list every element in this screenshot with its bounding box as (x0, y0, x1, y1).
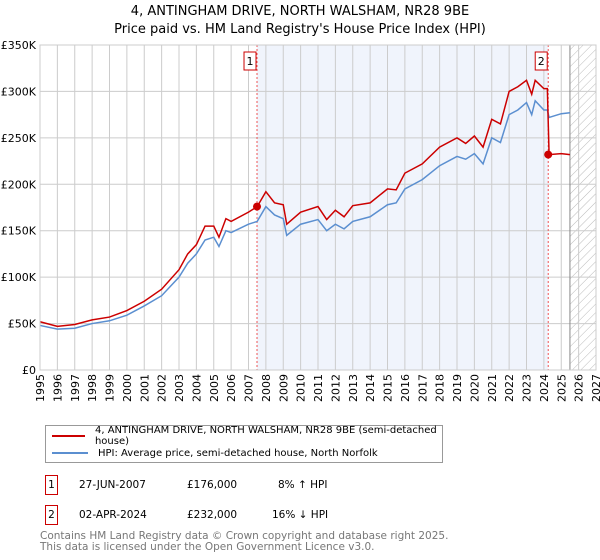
x-tick-label: 2024 (538, 374, 551, 402)
marker-badge: 1 (45, 475, 58, 495)
x-tick-label: 2015 (382, 374, 395, 402)
x-tick-label: 2001 (138, 374, 151, 402)
sale-point (253, 202, 262, 211)
x-tick-label: 2016 (399, 374, 412, 402)
legend-label: HPI: Average price, semi-detached house,… (98, 447, 378, 459)
x-tick-label: 2014 (364, 374, 377, 402)
red-line-icon (52, 435, 85, 437)
x-tick-label: 2009 (277, 374, 290, 402)
blue-line-icon (52, 452, 88, 454)
transaction-row: 2 02-APR-2024 £232,000 16% ↓ HPI (45, 505, 445, 525)
x-tick-label: 2005 (208, 374, 221, 402)
x-tick-label: 2006 (225, 374, 238, 402)
x-tick-label: 2011 (312, 374, 325, 402)
footer-line-2: This data is licensed under the Open Gov… (40, 541, 375, 553)
x-tick-label: 1997 (69, 374, 82, 402)
x-tick-label: 2017 (416, 374, 429, 402)
sale-period-shading (257, 45, 549, 370)
y-tick-label: £0 (22, 364, 36, 377)
hpi-change: 16% ↓ HPI (272, 509, 329, 521)
y-tick-label: £250K (1, 132, 37, 145)
x-tick-label: 1996 (51, 374, 64, 402)
x-tick-label: 2018 (434, 374, 447, 402)
x-tick-label: 1998 (86, 374, 99, 402)
x-tick-label: 2000 (121, 374, 134, 402)
price: £176,000 (187, 479, 238, 491)
footer: Contains HM Land Registry data © Crown c… (40, 531, 448, 553)
series-line-property (39, 78, 571, 328)
sale-label-box (243, 51, 257, 71)
y-tick-label: £50K (8, 318, 37, 331)
date: 27-JUN-2007 (79, 479, 146, 491)
x-tick-label: 2012 (329, 374, 342, 402)
y-tick-label: £350K (1, 39, 37, 52)
forecast-hatch (569, 45, 596, 370)
price-chart: 1995 1996 1997 1998 1999 2000 2001 2002 2003 2004… (1, 39, 600, 402)
x-tick-label: 2010 (295, 374, 308, 402)
legend-label: 4, ANTINGHAM DRIVE, NORTH WALSHAM, NR28 … (94, 425, 437, 447)
x-tick-label: 2022 (503, 374, 516, 402)
x-tick-label: 2020 (468, 374, 481, 402)
date: 02-APR-2024 (79, 509, 147, 521)
x-tick-label: 2026 (573, 374, 586, 402)
x-tick-label: 2007 (243, 374, 256, 402)
sale-label: 2 (538, 55, 545, 68)
y-tick-label: £150K (1, 225, 37, 238)
plot-border (39, 44, 597, 371)
x-tick-label: 2002 (156, 374, 169, 402)
y-tick-label: £100K (1, 271, 37, 284)
x-tick-label: 2019 (451, 374, 464, 402)
y-tick-label: £200K (1, 178, 37, 191)
legend: 4, ANTINGHAM DRIVE, NORTH WALSHAM, NR28 … (45, 425, 443, 463)
y-tick-label: £300K (1, 85, 37, 98)
x-tick-label: 2027 (590, 374, 600, 402)
x-tick-label: 1995 (34, 374, 47, 402)
x-tick-label: 2008 (260, 374, 273, 402)
x-tick-label: 2025 (555, 374, 568, 402)
title-line-1: 4, ANTINGHAM DRIVE, NORTH WALSHAM, NR28 … (130, 4, 470, 19)
marker-badge: 2 (45, 505, 58, 525)
series-line-hpi (39, 99, 571, 330)
x-tick-label: 2013 (347, 374, 360, 402)
price: £232,000 (187, 509, 238, 521)
title-line-2: Price paid vs. HM Land Registry's House … (114, 22, 486, 37)
x-tick-label: 2004 (190, 374, 203, 402)
x-tick-label: 2023 (521, 374, 534, 402)
transaction-row: 1 27-JUN-2007 £176,000 8% ↑ HPI (45, 475, 445, 495)
x-tick-label: 1999 (104, 374, 117, 402)
sale-label: 1 (247, 55, 254, 68)
x-tick-label: 2003 (173, 374, 186, 402)
sale-label-box (534, 51, 548, 71)
x-tick-label: 2021 (486, 374, 499, 402)
hpi-change: 8% ↑ HPI (278, 479, 328, 491)
sale-point (544, 150, 553, 159)
chart-title: 4, ANTINGHAM DRIVE, NORTH WALSHAM, NR28 … (0, 3, 600, 39)
legend-item-property: 4, ANTINGHAM DRIVE, NORTH WALSHAM, NR28 … (52, 425, 442, 447)
legend-item-hpi: HPI: Average price, semi-detached house,… (52, 445, 378, 461)
footer-line-1: Contains HM Land Registry data © Crown c… (40, 530, 449, 542)
